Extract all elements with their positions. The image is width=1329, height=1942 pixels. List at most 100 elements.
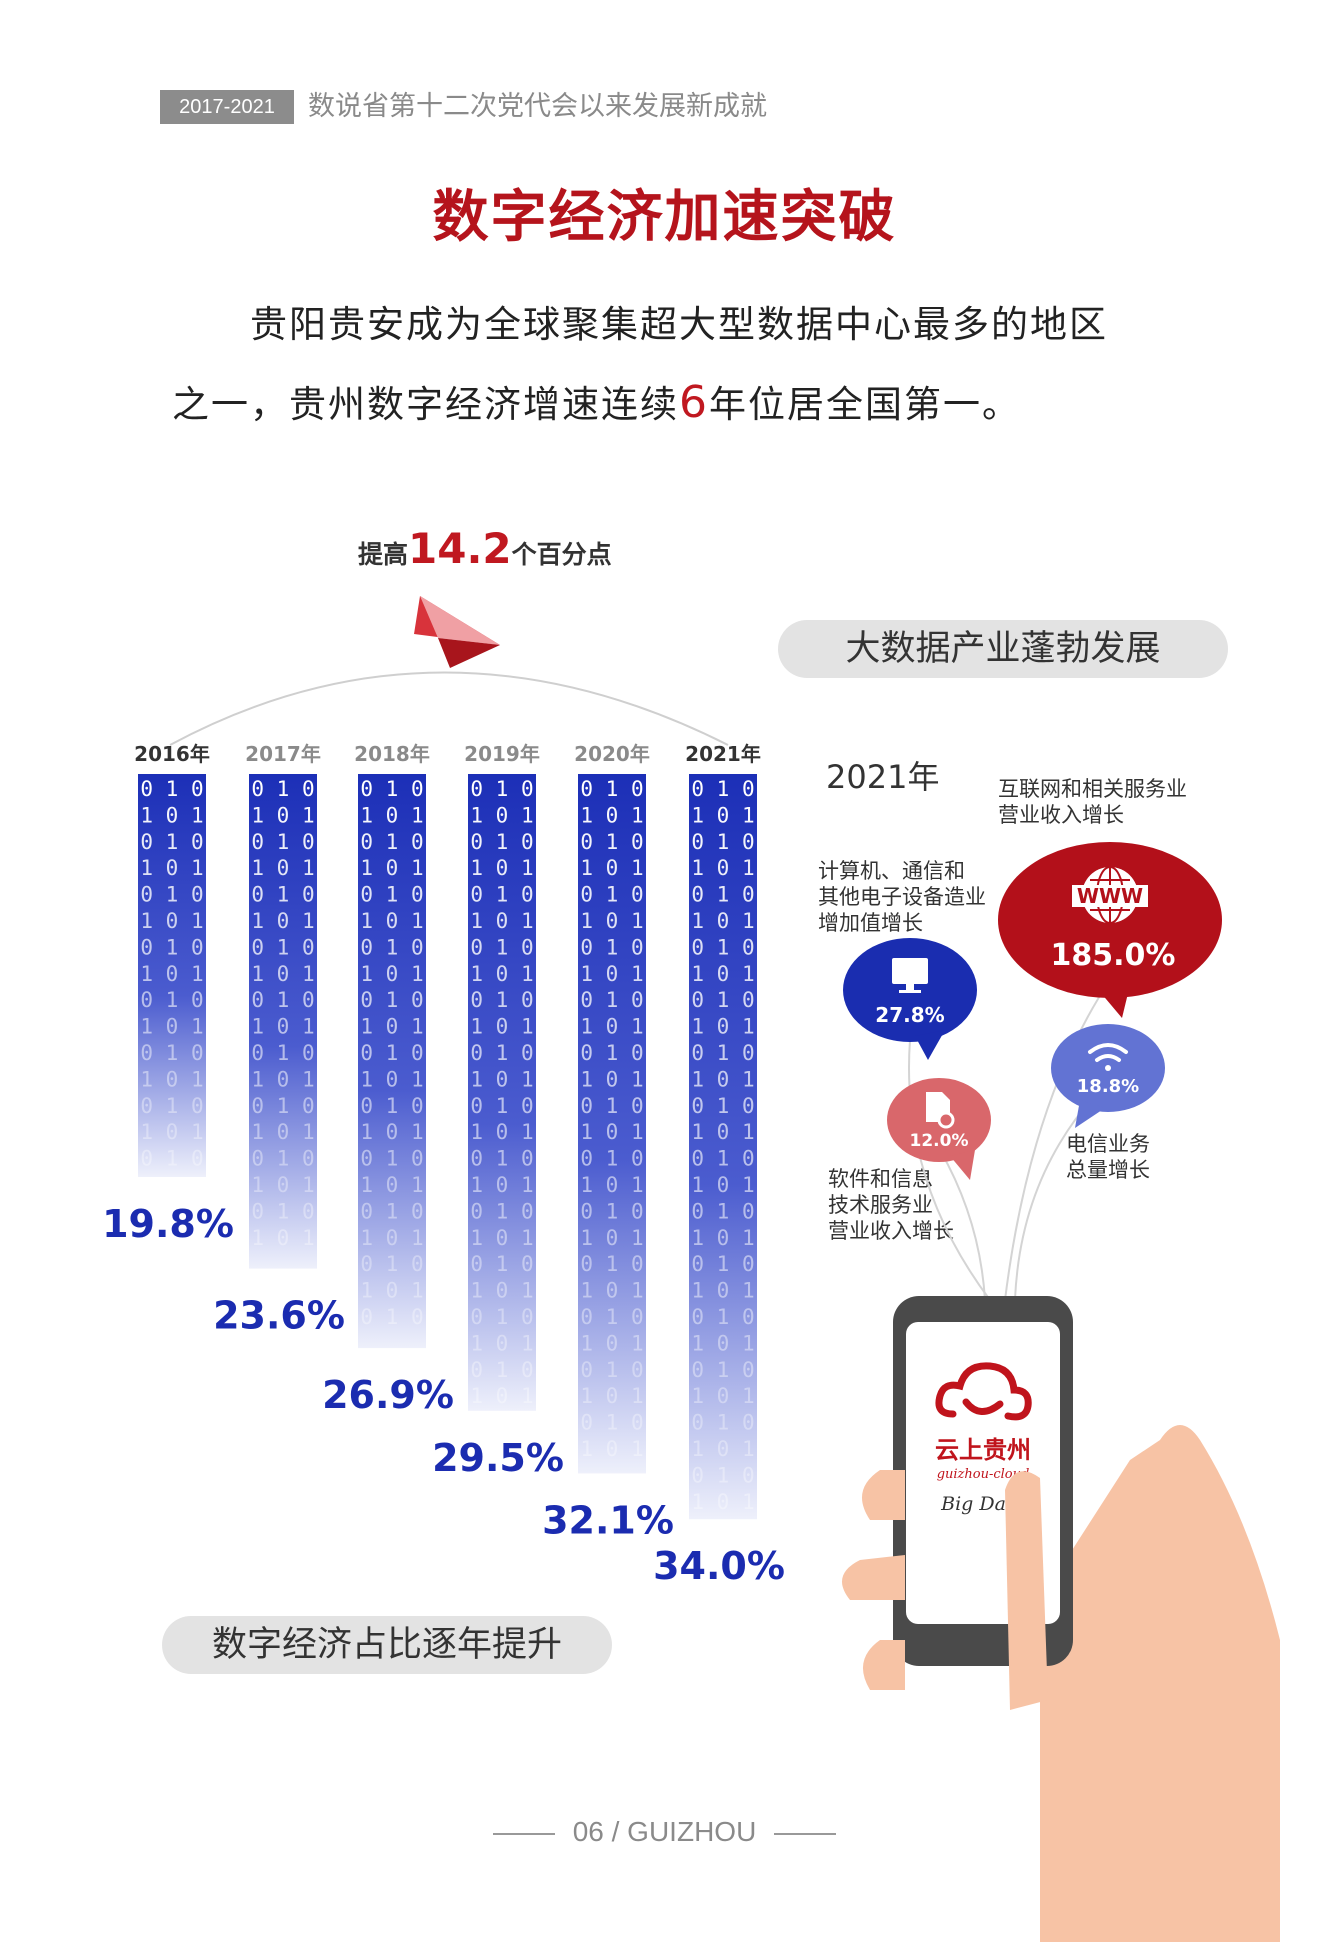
bar-binary-texture: 1 0 1 [691, 856, 754, 880]
bar-binary-texture: 1 0 1 [251, 803, 314, 827]
bar-category-label: 2020年 [574, 742, 650, 766]
bar-binary-texture: 0 1 0 [470, 1147, 533, 1171]
bar-binary-texture: 0 1 0 [580, 1358, 643, 1382]
bar-binary-texture: 1 0 1 [470, 1015, 533, 1039]
bar-2018年 [358, 774, 426, 1349]
bar-binary-texture: 1 0 1 [580, 1067, 643, 1091]
bubble-internet: WWW 185.0% [998, 842, 1222, 1018]
bar-binary-texture: 1 0 1 [691, 803, 754, 827]
bar-binary-texture: 0 1 0 [580, 1041, 643, 1065]
bar-binary-texture: 0 1 0 [140, 988, 203, 1012]
bar-binary-texture: 1 0 1 [360, 962, 423, 986]
bar-binary-texture: 0 1 0 [470, 1358, 533, 1382]
bubble-label-internet-line2: 营业收入增长 [998, 803, 1124, 827]
bar-binary-texture: 1 0 1 [360, 856, 423, 880]
bar-value-label: 23.6% [213, 1294, 345, 1338]
bar-2017年 [249, 774, 317, 1269]
bar-value-label: 32.1% [542, 1498, 674, 1542]
bar-binary-texture: 1 0 1 [470, 962, 533, 986]
wifi-icon [1088, 1043, 1128, 1071]
bar-binary-texture: 1 0 1 [140, 909, 203, 933]
bar-binary-texture: 0 1 0 [251, 1041, 314, 1065]
bar-binary-texture: 0 1 0 [251, 777, 314, 801]
bar-binary-texture: 0 1 0 [580, 1147, 643, 1171]
bar-binary-texture: 1 0 1 [251, 1120, 314, 1144]
bar-category-label: 2021年 [685, 742, 761, 766]
intro-line-2b: 年位居全国第一。 [709, 383, 1021, 426]
bar-binary-texture: 1 0 1 [580, 856, 643, 880]
bar-binary-texture: 0 1 0 [360, 1094, 423, 1118]
bubble-value-software: 12.0% [910, 1131, 969, 1151]
bar-binary-texture: 1 0 1 [580, 1120, 643, 1144]
bubble-telecom: 18.8% [1051, 1024, 1165, 1128]
hand-thumb [1005, 1471, 1048, 1710]
page-footer: 06 / GUIZHOU [0, 1816, 1329, 1848]
bar-binary-texture: 0 1 0 [470, 1094, 533, 1118]
hand-finger-3 [862, 1470, 905, 1520]
bar-binary-texture: 1 0 1 [580, 1226, 643, 1250]
bar-binary-texture: 0 1 0 [470, 1041, 533, 1065]
bar-binary-texture: 0 1 0 [360, 935, 423, 959]
bar-binary-texture: 1 0 1 [691, 1279, 754, 1303]
chart-title: 数字经济占比逐年提升 [162, 1616, 612, 1674]
bar-binary-texture: 1 0 1 [691, 1226, 754, 1250]
bar-binary-texture: 1 0 1 [140, 1120, 203, 1144]
bar-binary-texture: 0 1 0 [360, 1041, 423, 1065]
bar-binary-texture: 1 0 1 [470, 1173, 533, 1197]
intro-paragraph: 贵阳贵安成为全球聚集超大型数据中心最多的地区 之一，贵州数字经济增速连续6年位居… [172, 286, 1172, 444]
bubble-label-internet: 互联网和相关服务业 营业收入增长 [998, 776, 1187, 828]
bar-2020年 [578, 774, 646, 1474]
bar-binary-texture: 1 0 1 [470, 1384, 533, 1408]
bar-binary-texture: 1 0 1 [470, 803, 533, 827]
increase-note: 提高14.2个百分点 [358, 524, 612, 573]
bar-binary-texture: 1 0 1 [360, 909, 423, 933]
bar-binary-texture: 0 1 0 [360, 1147, 423, 1171]
bar-binary-texture: 0 1 0 [251, 1094, 314, 1118]
bar-binary-texture: 0 1 0 [470, 1305, 533, 1329]
bar-binary-texture: 0 1 0 [470, 1252, 533, 1276]
bar-category-label: 2016年 [134, 742, 210, 766]
svg-text:WWW: WWW [1077, 884, 1143, 908]
bar-binary-texture: 0 1 0 [251, 935, 314, 959]
bar-binary-texture: 0 1 0 [470, 1199, 533, 1223]
bar-binary-texture: 0 1 0 [360, 1305, 423, 1329]
cloud-logo-icon [935, 1362, 1032, 1421]
bar-binary-texture: 0 1 0 [360, 1199, 423, 1223]
footer-text: 06 / GUIZHOU [572, 1816, 757, 1847]
bar-binary-texture: 0 1 0 [691, 1199, 754, 1223]
bar-binary-texture: 1 0 1 [251, 856, 314, 880]
bar-binary-texture: 1 0 1 [360, 1226, 423, 1250]
bar-binary-texture: 0 1 0 [251, 830, 314, 854]
bar-2016年 [138, 774, 206, 1177]
bar-binary-texture: 0 1 0 [140, 935, 203, 959]
bar-binary-texture: 0 1 0 [580, 777, 643, 801]
bar-binary-texture: 0 1 0 [140, 1041, 203, 1065]
hand-finger-1 [842, 1555, 905, 1600]
bar-binary-texture: 0 1 0 [470, 830, 533, 854]
increase-prefix: 提高 [358, 540, 409, 569]
bar-binary-texture: 0 1 0 [691, 777, 754, 801]
intro-line-2a: 之一，贵州数字经济增速连续 [172, 383, 679, 426]
bar-binary-texture: 0 1 0 [360, 883, 423, 907]
bar-binary-texture: 1 0 1 [470, 856, 533, 880]
bar-binary-texture: 0 1 0 [691, 1305, 754, 1329]
bar-binary-texture: 1 0 1 [470, 1067, 533, 1091]
bar-binary-texture: 1 0 1 [691, 1067, 754, 1091]
bubble-value-computer: 27.8% [875, 1003, 944, 1027]
bubble-label-telecom: 电信业务 总量增长 [1066, 1131, 1150, 1183]
bar-binary-texture: 1 0 1 [580, 803, 643, 827]
bar-binary-texture: 0 1 0 [691, 988, 754, 1012]
bubble-label-computer-line3: 增加值增长 [818, 911, 923, 935]
bubble-label-software: 软件和信息 技术服务业 营业收入增长 [828, 1166, 954, 1244]
bar-binary-texture: 1 0 1 [251, 1173, 314, 1197]
bar-category-label: 2019年 [464, 742, 540, 766]
bar-binary-texture: 1 0 1 [140, 856, 203, 880]
bar-binary-texture: 0 1 0 [580, 1094, 643, 1118]
bar-binary-texture: 1 0 1 [470, 1279, 533, 1303]
bar-binary-texture: 0 1 0 [691, 1411, 754, 1435]
hand-holding-phone: 云上贵州 guizhou-cloud Big Data [842, 1296, 1280, 1942]
bar-binary-texture: 1 0 1 [360, 1173, 423, 1197]
bar-binary-texture: 1 0 1 [691, 1015, 754, 1039]
bubble-value-telecom: 18.8% [1077, 1076, 1139, 1097]
bar-binary-texture: 1 0 1 [140, 1067, 203, 1091]
